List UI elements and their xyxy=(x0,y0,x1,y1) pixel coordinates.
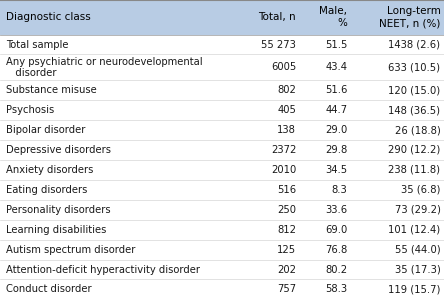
Text: 812: 812 xyxy=(277,225,296,235)
Bar xyxy=(0,260,444,280)
Text: Anxiety disorders: Anxiety disorders xyxy=(6,165,93,175)
Text: Personality disorders: Personality disorders xyxy=(6,205,111,215)
Text: 80.2: 80.2 xyxy=(325,265,347,274)
Text: 1438 (2.6): 1438 (2.6) xyxy=(388,40,440,49)
Bar xyxy=(0,140,444,160)
Text: Psychosis: Psychosis xyxy=(6,105,54,115)
Text: 516: 516 xyxy=(277,185,296,195)
Bar xyxy=(0,200,444,220)
Text: Attention-deficit hyperactivity disorder: Attention-deficit hyperactivity disorder xyxy=(6,265,200,274)
Bar xyxy=(0,100,444,120)
Text: 202: 202 xyxy=(277,265,296,274)
Text: 2010: 2010 xyxy=(271,165,296,175)
Text: Any psychiatric or neurodevelopmental
   disorder: Any psychiatric or neurodevelopmental di… xyxy=(6,57,202,78)
Text: 120 (15.0): 120 (15.0) xyxy=(388,85,440,95)
Text: 2372: 2372 xyxy=(271,145,296,155)
Text: Total sample: Total sample xyxy=(6,40,68,49)
Bar xyxy=(0,280,444,298)
Text: 33.6: 33.6 xyxy=(325,205,347,215)
Text: 405: 405 xyxy=(277,105,296,115)
Text: 119 (15.7): 119 (15.7) xyxy=(388,284,440,294)
Text: 44.7: 44.7 xyxy=(325,105,347,115)
Text: 8.3: 8.3 xyxy=(332,185,347,195)
Text: Bipolar disorder: Bipolar disorder xyxy=(6,125,85,135)
Text: 43.4: 43.4 xyxy=(325,62,347,72)
Text: 73 (29.2): 73 (29.2) xyxy=(395,205,440,215)
Text: 35 (17.3): 35 (17.3) xyxy=(395,265,440,274)
Bar xyxy=(0,120,444,140)
Text: 29.8: 29.8 xyxy=(325,145,347,155)
Text: 34.5: 34.5 xyxy=(325,165,347,175)
Text: Depressive disorders: Depressive disorders xyxy=(6,145,111,155)
Text: Diagnostic class: Diagnostic class xyxy=(6,12,91,22)
Text: 757: 757 xyxy=(277,284,296,294)
Text: 55 273: 55 273 xyxy=(261,40,296,49)
Bar xyxy=(0,35,444,55)
Text: 125: 125 xyxy=(277,245,296,254)
Bar xyxy=(0,160,444,180)
Text: 250: 250 xyxy=(277,205,296,215)
Bar xyxy=(0,180,444,200)
Text: 101 (12.4): 101 (12.4) xyxy=(388,225,440,235)
Text: Total, n: Total, n xyxy=(258,12,296,22)
Bar xyxy=(0,80,444,100)
Text: Long-term
NEET, n (%): Long-term NEET, n (%) xyxy=(379,6,440,29)
Text: Substance misuse: Substance misuse xyxy=(6,85,96,95)
Text: 69.0: 69.0 xyxy=(325,225,347,235)
Text: 51.6: 51.6 xyxy=(325,85,347,95)
Text: Eating disorders: Eating disorders xyxy=(6,185,87,195)
Bar xyxy=(0,55,444,80)
Text: Learning disabilities: Learning disabilities xyxy=(6,225,106,235)
Text: 26 (18.8): 26 (18.8) xyxy=(395,125,440,135)
Text: Male,
%: Male, % xyxy=(319,6,347,29)
Text: 802: 802 xyxy=(277,85,296,95)
Text: 76.8: 76.8 xyxy=(325,245,347,254)
Text: 138: 138 xyxy=(277,125,296,135)
Text: 35 (6.8): 35 (6.8) xyxy=(401,185,440,195)
Text: 55 (44.0): 55 (44.0) xyxy=(395,245,440,254)
Text: 238 (11.8): 238 (11.8) xyxy=(388,165,440,175)
Text: 51.5: 51.5 xyxy=(325,40,347,49)
Text: 6005: 6005 xyxy=(271,62,296,72)
Text: Autism spectrum disorder: Autism spectrum disorder xyxy=(6,245,135,254)
Bar xyxy=(0,0,444,35)
Text: 148 (36.5): 148 (36.5) xyxy=(388,105,440,115)
Text: 29.0: 29.0 xyxy=(325,125,347,135)
Text: 290 (12.2): 290 (12.2) xyxy=(388,145,440,155)
Text: 633 (10.5): 633 (10.5) xyxy=(388,62,440,72)
Text: 58.3: 58.3 xyxy=(325,284,347,294)
Text: Conduct disorder: Conduct disorder xyxy=(6,284,91,294)
Bar xyxy=(0,240,444,260)
Bar xyxy=(0,220,444,240)
